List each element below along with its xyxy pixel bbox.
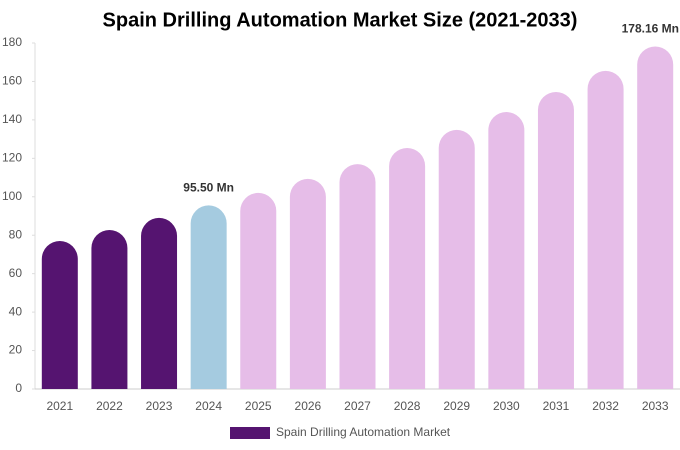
y-tick-label: 100 [2, 189, 22, 203]
y-tick-label: 20 [9, 343, 23, 357]
bar [438, 129, 475, 389]
y-tick-label: 160 [2, 74, 22, 88]
x-tick-label: 2032 [592, 399, 619, 413]
bar [190, 205, 227, 389]
bar [41, 240, 78, 389]
y-tick-label: 140 [2, 112, 22, 126]
bar [141, 217, 178, 389]
x-tick-label: 2028 [394, 399, 421, 413]
y-tick-label: 120 [2, 151, 22, 165]
x-tick-label: 2026 [295, 399, 322, 413]
data-label: 178.16 Mn [622, 22, 679, 36]
x-tick-label: 2033 [642, 399, 669, 413]
bar [637, 46, 674, 389]
bar [587, 70, 624, 390]
chart-title: Spain Drilling Automation Market Size (2… [103, 9, 578, 31]
x-tick-label: 2029 [443, 399, 470, 413]
y-tick-label: 40 [9, 304, 23, 318]
x-tick-label: 2022 [96, 399, 123, 413]
bar [537, 92, 574, 390]
legend-label: Spain Drilling Automation Market [276, 425, 451, 439]
x-tick-label: 2031 [543, 399, 570, 413]
y-tick-label: 180 [2, 35, 22, 49]
x-tick-label: 2025 [245, 399, 272, 413]
bar [339, 164, 376, 389]
bar [389, 147, 426, 389]
x-tick-label: 2023 [146, 399, 173, 413]
x-tick-label: 2024 [195, 399, 222, 413]
y-tick-label: 60 [9, 266, 23, 280]
legend-swatch [230, 427, 270, 439]
bar [240, 192, 277, 389]
x-tick-label: 2030 [493, 399, 520, 413]
bar [91, 230, 128, 389]
y-tick-label: 0 [15, 381, 22, 395]
x-tick-label: 2027 [344, 399, 371, 413]
bar [488, 112, 525, 389]
y-tick-label: 80 [9, 227, 23, 241]
x-tick-label: 2021 [46, 399, 73, 413]
bar [289, 178, 326, 389]
data-label: 95.50 Mn [183, 181, 234, 195]
